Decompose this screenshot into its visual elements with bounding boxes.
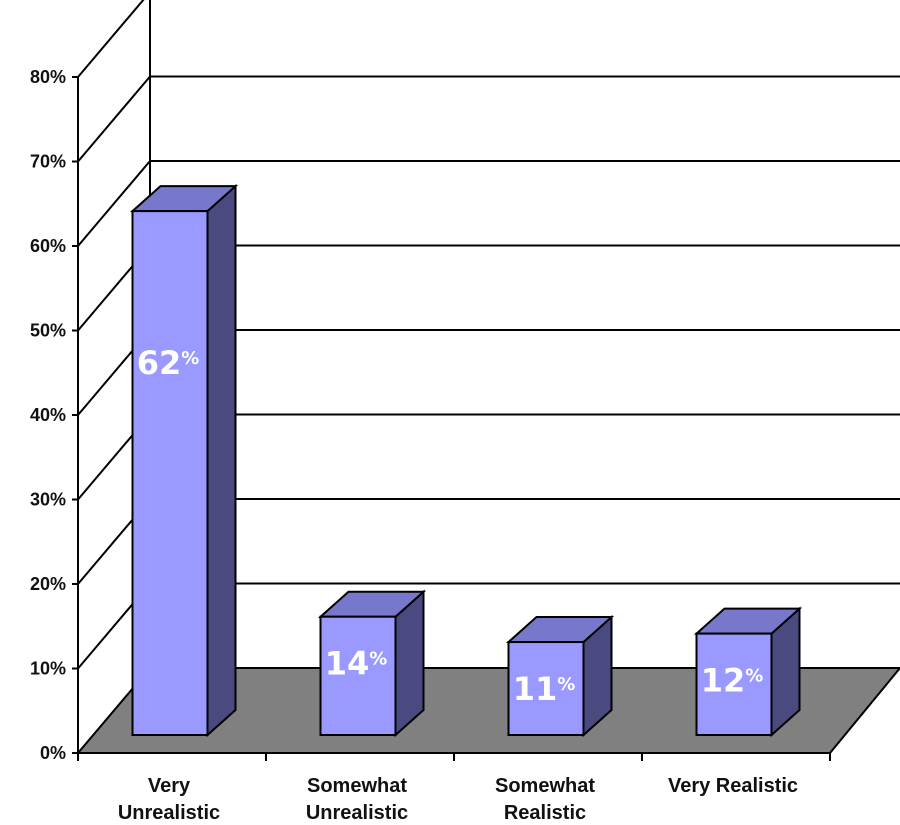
data-label-value: 14 [325, 645, 370, 683]
bar-front [131, 210, 209, 737]
y-tick-label: 60% [30, 236, 66, 256]
category-label-line: Very [148, 775, 191, 797]
data-label-unit: % [557, 674, 575, 695]
bars: 62%14%11% 12% [129, 183, 803, 738]
category-label-line: Unrealistic [306, 802, 408, 824]
y-tick-label: 10% [30, 659, 66, 679]
data-label-value: 62 [137, 344, 182, 382]
bar-front [695, 632, 773, 736]
category-label-line: Somewhat [307, 775, 407, 797]
bar-2: 14% [317, 589, 427, 738]
bar-front [507, 641, 585, 736]
category-label: Very Unrealistic [118, 775, 220, 824]
category-label: Somewhat Unrealistic [306, 775, 408, 824]
gridline-diagonal [77, 75, 151, 163]
bar-3: 11% [505, 614, 615, 738]
data-label-unit: % [745, 666, 763, 687]
data-label-unit: % [369, 649, 387, 670]
y-tick-label: 50% [30, 321, 66, 341]
category-label-line: Somewhat [495, 775, 595, 797]
data-label: 14% [325, 645, 388, 683]
bar-front [319, 615, 397, 737]
category-label: Very Realistic [668, 775, 798, 797]
bar-4: 12% [693, 606, 803, 738]
gridline-diagonal [77, 0, 145, 78]
bar-1: 62% [129, 183, 239, 738]
y-axis-tick-labels: 0% 10% 20% 30% 40% 50% 60% 70% 80% [30, 67, 78, 763]
y-tick-label: 80% [30, 67, 66, 87]
category-label-line: Unrealistic [118, 802, 220, 824]
bar-side [206, 183, 237, 738]
gridline-diagonal [77, 160, 151, 247]
category-label-line: Realistic [504, 802, 586, 824]
data-label-unit: % [181, 348, 199, 369]
chart-walls [75, 0, 900, 754]
y-tick-label: 20% [30, 574, 66, 594]
data-label: 11% [513, 670, 576, 708]
data-label: 62% [137, 344, 200, 382]
y-tick-label: 30% [30, 490, 66, 510]
y-tick-label: 40% [30, 405, 66, 425]
y-tick-label: 0% [40, 743, 66, 763]
data-label-value: 12 [701, 662, 746, 700]
category-label-line: Very Realistic [668, 775, 798, 797]
data-label-value: 11 [513, 670, 558, 708]
data-label: 12% [701, 662, 764, 700]
category-label: Somewhat Realistic [495, 775, 595, 824]
floor [75, 667, 900, 754]
y-tick-label: 70% [30, 152, 66, 172]
